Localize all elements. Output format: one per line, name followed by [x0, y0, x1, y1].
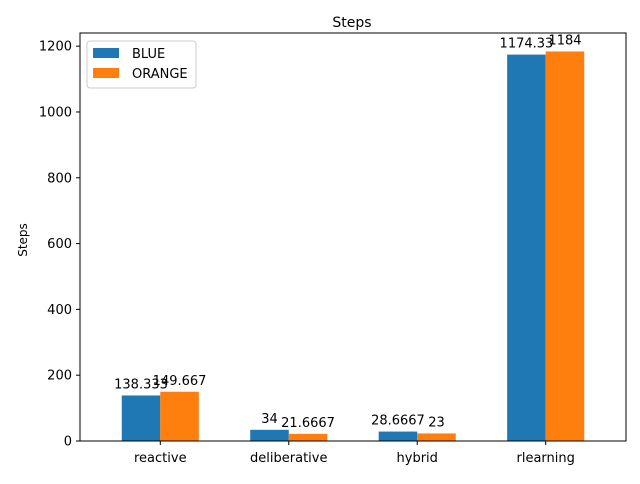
legend: BLUE ORANGE	[86, 40, 197, 89]
axes-layer: 0 200 400 600 800 1000 1200 reactive deliberativ…	[39, 32, 627, 466]
bar-orange-rlearning	[545, 51, 585, 442]
legend-swatch-orange	[93, 68, 119, 78]
bar-orange-deliberative	[288, 433, 328, 441]
value-labels-layer: 138.333 34 28.6667 1174.33 149.667 21.6667 23 1…	[114, 33, 581, 430]
y-tick-label: 400	[47, 303, 72, 318]
value-label: 21.6667	[281, 416, 335, 431]
legend-label-blue: BLUE	[132, 47, 165, 62]
plot-frame	[79, 32, 627, 442]
x-tick-label: rlearning	[517, 451, 575, 466]
y-tick-label: 200	[47, 369, 72, 384]
y-tick-label: 800	[47, 171, 72, 186]
bar-blue-rlearning	[507, 54, 546, 442]
bar-blue-hybrid	[378, 431, 418, 441]
value-label: 1184	[548, 33, 581, 48]
y-tick-label: 1200	[39, 40, 72, 55]
legend-swatch-blue	[93, 48, 119, 58]
chart-title: Steps	[332, 15, 371, 31]
value-label: 23	[428, 415, 445, 430]
x-tick-label: hybrid	[397, 451, 438, 466]
value-label: 1174.33	[500, 37, 554, 52]
bar-blue-reactive	[121, 395, 161, 441]
bar-orange-reactive	[160, 391, 199, 441]
y-tick-label: 1000	[39, 105, 72, 120]
value-label: 34	[261, 412, 278, 427]
y-tick-label: 600	[47, 237, 72, 252]
bar-blue-deliberative	[250, 429, 289, 441]
value-label: 138.333	[114, 377, 168, 392]
y-tick-label: 0	[64, 435, 72, 450]
value-label: 28.6667	[371, 414, 425, 429]
x-tick-label: deliberative	[250, 451, 327, 466]
bar-orange-hybrid	[417, 433, 456, 441]
bars-layer	[121, 51, 585, 442]
value-label: 149.667	[153, 374, 207, 389]
legend-label-orange: ORANGE	[132, 67, 188, 82]
x-tick-label: reactive	[134, 451, 187, 466]
y-axis-label: Steps	[16, 223, 30, 257]
